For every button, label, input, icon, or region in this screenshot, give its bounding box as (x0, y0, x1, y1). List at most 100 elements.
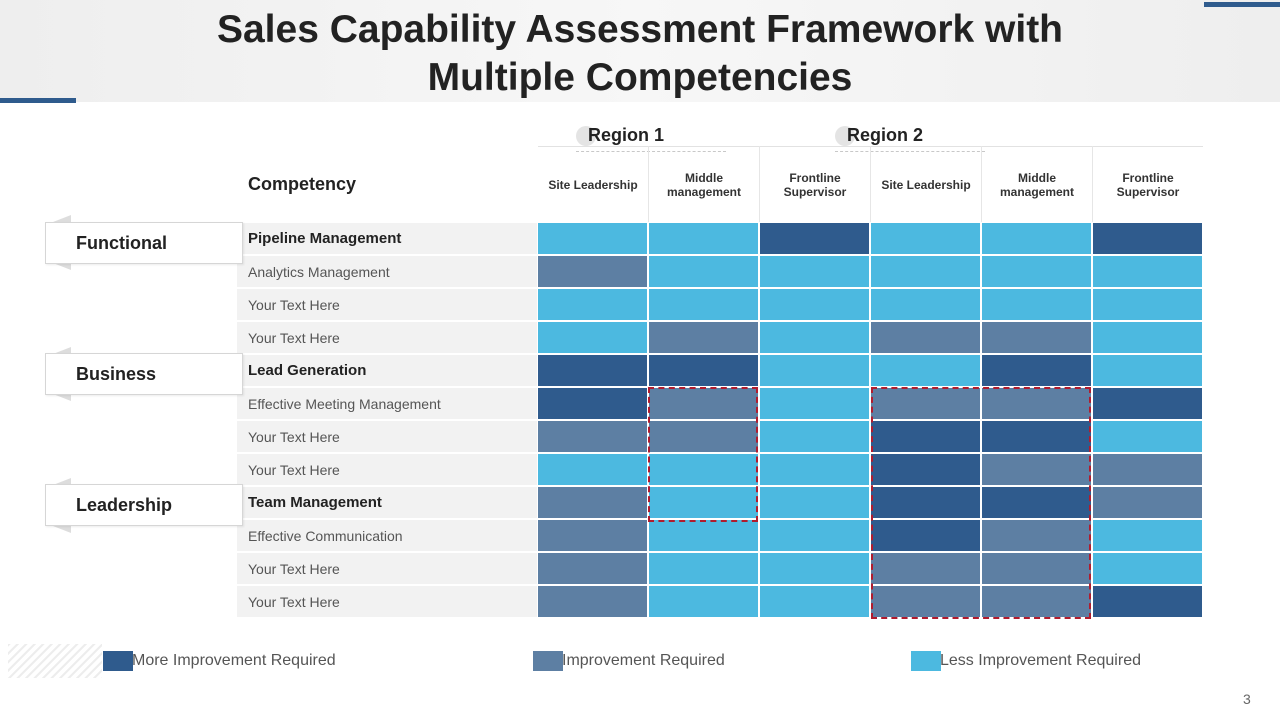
row-label: Your Text Here (237, 454, 537, 485)
heatmap-cell (871, 256, 980, 287)
heatmap-cell (649, 256, 758, 287)
heatmap-cell (760, 487, 869, 518)
column-header: Middle management (649, 146, 759, 222)
heatmap-cell (538, 388, 647, 419)
title-line-2: Multiple Competencies (427, 56, 853, 99)
heatmap-cell (1093, 487, 1202, 518)
heatmap-cell (760, 586, 869, 617)
row-label: Effective Meeting Management (237, 388, 537, 419)
column-separator (1092, 146, 1093, 222)
heatmap-cell (982, 256, 1091, 287)
category-leadership: Leadership (45, 484, 243, 526)
column-separator (648, 146, 649, 222)
title-line-1: Sales Capability Assessment Framework wi… (216, 8, 1064, 51)
heatmap-cell (982, 520, 1091, 551)
row-label: Lead Generation (237, 355, 537, 386)
heatmap-cell (538, 289, 647, 320)
legend-label-less: Less Improvement Required (940, 652, 1141, 669)
region-bullet-icon (835, 126, 855, 146)
column-header: Site Leadership (871, 146, 981, 222)
legend-label-more: More Improvement Required (132, 652, 336, 669)
region-1-divider (576, 151, 726, 152)
heatmap-cell (760, 355, 869, 386)
heatmap-cell (760, 520, 869, 551)
heatmap-cell (649, 322, 758, 353)
heatmap-cell (1093, 355, 1202, 386)
legend-label-improvement: Improvement Required (562, 652, 725, 669)
heatmap-cell (982, 223, 1091, 254)
category-tab-decoration (53, 526, 71, 533)
heatmap-cell (538, 421, 647, 452)
row-label: Your Text Here (237, 553, 537, 584)
heatmap-cell (982, 586, 1091, 617)
region-2-divider (835, 151, 985, 152)
category-business: Business (45, 353, 243, 395)
heatmap-cell (760, 388, 869, 419)
legend-swatch-more (103, 651, 133, 671)
heatmap-cell (538, 256, 647, 287)
legend-swatch-less (911, 651, 941, 671)
heatmap-cell (538, 454, 647, 485)
region-2-label: Region 2 (847, 125, 924, 145)
heatmap-cell (982, 454, 1091, 485)
heatmap-cell (871, 421, 980, 452)
legend-hatch-decoration (8, 644, 102, 678)
category-tab-decoration (53, 263, 71, 270)
column-header: Frontline Supervisor (1093, 146, 1203, 222)
competency-header: Competency (248, 174, 357, 194)
row-label: Pipeline Management (237, 223, 537, 254)
heatmap-cell (649, 520, 758, 551)
heatmap-cell (871, 454, 980, 485)
heatmap-cell (982, 322, 1091, 353)
column-separator (981, 146, 982, 222)
heatmap-cell (1093, 454, 1202, 485)
column-header: Frontline Supervisor (760, 146, 870, 222)
heatmap-cell (760, 421, 869, 452)
category-functional: Functional (45, 222, 243, 264)
heatmap-cell (1093, 421, 1202, 452)
heatmap-cell (538, 355, 647, 386)
heatmap-cell (982, 553, 1091, 584)
heatmap-cell (649, 454, 758, 485)
column-header: Middle management (982, 146, 1092, 222)
heatmap-cell (982, 355, 1091, 386)
heatmap-cell (649, 223, 758, 254)
heatmap-cell (871, 520, 980, 551)
heatmap-cell (538, 322, 647, 353)
row-label: Your Text Here (237, 421, 537, 452)
heatmap-cell (1093, 322, 1202, 353)
accent-bar-left (0, 98, 76, 103)
row-label: Effective Communication (237, 520, 537, 551)
row-label: Your Text Here (237, 322, 537, 353)
row-label: Your Text Here (237, 289, 537, 320)
heatmap-cell (1093, 289, 1202, 320)
heatmap-cell (760, 223, 869, 254)
heatmap-cell (649, 388, 758, 419)
accent-bar-right (1204, 2, 1280, 7)
heatmap-cell (1093, 520, 1202, 551)
heatmap-cell (982, 289, 1091, 320)
heatmap-cell (760, 289, 869, 320)
heatmap-cell (760, 553, 869, 584)
heatmap-cell (760, 322, 869, 353)
heatmap-cell (1093, 553, 1202, 584)
category-tab-decoration (53, 215, 71, 222)
heatmap-cell (871, 586, 980, 617)
heatmap-cell (760, 256, 869, 287)
heatmap-cell (1093, 223, 1202, 254)
heatmap-cell (871, 553, 980, 584)
heatmap-cell (871, 388, 980, 419)
heatmap-cell (649, 586, 758, 617)
heatmap-cell (871, 223, 980, 254)
heatmap-cell (649, 289, 758, 320)
page-number: 3 (1243, 691, 1251, 707)
heatmap-cell (982, 421, 1091, 452)
heatmap-cell (538, 553, 647, 584)
legend-swatch-improvement (533, 651, 563, 671)
heatmap-cell (649, 553, 758, 584)
region-bullet-icon (576, 126, 596, 146)
slide-title: Sales Capability Assessment Framework wi… (100, 6, 1180, 102)
heatmap-cell (649, 487, 758, 518)
heatmap-cell (982, 388, 1091, 419)
column-header: Site Leadership (538, 146, 648, 222)
